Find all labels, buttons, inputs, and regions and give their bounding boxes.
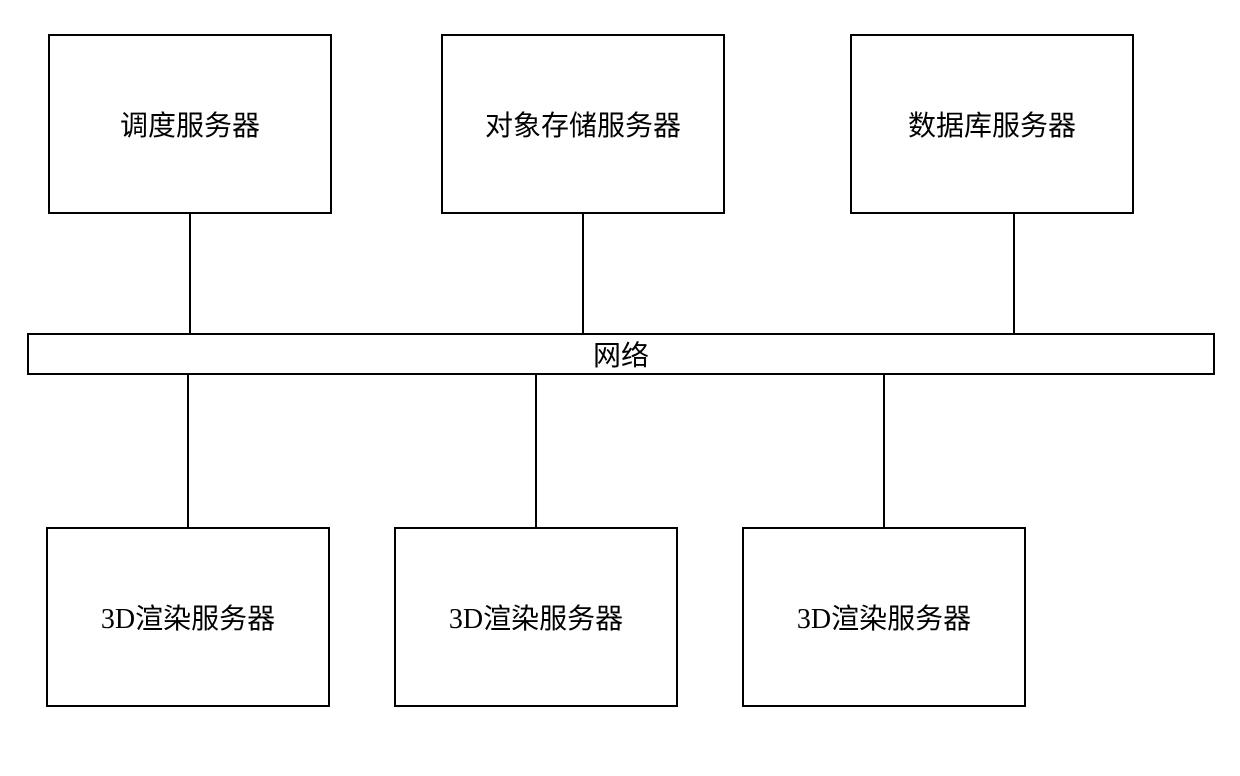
- render-server-1-box: 3D渲染服务器: [46, 527, 330, 707]
- database-server-label: 数据库服务器: [908, 104, 1076, 144]
- scheduler-server-label: 调度服务器: [120, 104, 260, 144]
- render-server-3-box: 3D渲染服务器: [742, 527, 1026, 707]
- object-storage-server-box: 对象存储服务器: [441, 34, 725, 214]
- render-server-2-label: 3D渲染服务器: [449, 597, 623, 637]
- connector-top-3: [1013, 214, 1015, 333]
- object-storage-server-label: 对象存储服务器: [485, 104, 681, 144]
- connector-bottom-3: [883, 375, 885, 527]
- connector-top-2: [582, 214, 584, 333]
- render-server-3-label: 3D渲染服务器: [797, 597, 971, 637]
- render-server-2-box: 3D渲染服务器: [394, 527, 678, 707]
- connector-bottom-1: [187, 375, 189, 527]
- database-server-box: 数据库服务器: [850, 34, 1134, 214]
- connector-bottom-2: [535, 375, 537, 527]
- scheduler-server-box: 调度服务器: [48, 34, 332, 214]
- network-label: 网络: [593, 334, 649, 374]
- connector-top-1: [189, 214, 191, 333]
- render-server-1-label: 3D渲染服务器: [101, 597, 275, 637]
- network-bar: 网络: [27, 333, 1215, 375]
